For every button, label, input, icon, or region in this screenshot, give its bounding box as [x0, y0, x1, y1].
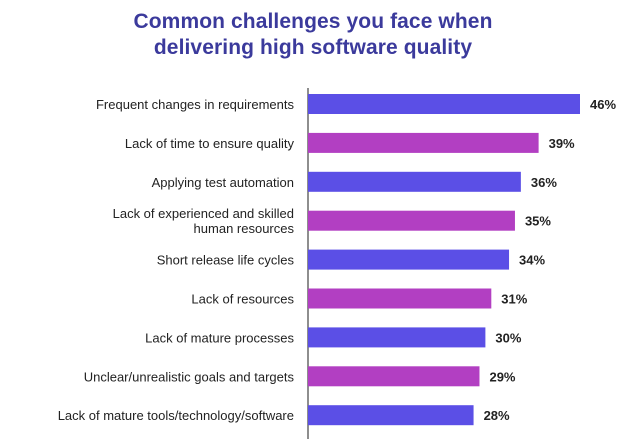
- bar-6: [308, 288, 492, 309]
- bar-4: [308, 210, 515, 231]
- value-label-1: 46%: [590, 97, 616, 112]
- value-label-4: 35%: [525, 214, 551, 229]
- value-label-8: 29%: [489, 369, 515, 384]
- value-label-5: 34%: [519, 253, 545, 268]
- category-label-9: Lack of mature tools/technology/software: [58, 408, 294, 423]
- category-label-8: Unclear/unrealistic goals and targets: [84, 369, 295, 384]
- bar-5: [308, 249, 510, 270]
- category-label-4-line-2: human resources: [194, 221, 295, 236]
- bar-8: [308, 366, 480, 387]
- value-label-2: 39%: [549, 136, 575, 151]
- category-label-5: Short release life cycles: [157, 253, 295, 268]
- value-label-7: 30%: [495, 330, 521, 345]
- category-label-2: Lack of time to ensure quality: [125, 136, 295, 151]
- chart-title-line-2: delivering high software quality: [153, 36, 473, 59]
- category-label-6: Lack of resources: [191, 292, 294, 307]
- chart-title-line-1: Common challenges you face when: [133, 10, 493, 33]
- bar-2: [308, 132, 539, 153]
- category-label-3: Applying test automation: [152, 175, 294, 190]
- category-label-7: Lack of mature processes: [145, 330, 294, 345]
- category-label-1: Frequent changes in requirements: [96, 97, 295, 112]
- bar-3: [308, 171, 521, 192]
- value-label-3: 36%: [531, 175, 557, 190]
- bar-9: [308, 405, 474, 426]
- bar-7: [308, 327, 486, 348]
- value-label-9: 28%: [484, 408, 510, 423]
- category-label-4-line-1: Lack of experienced and skilled: [113, 206, 294, 221]
- bar-1: [308, 94, 580, 114]
- value-label-6: 31%: [501, 292, 527, 307]
